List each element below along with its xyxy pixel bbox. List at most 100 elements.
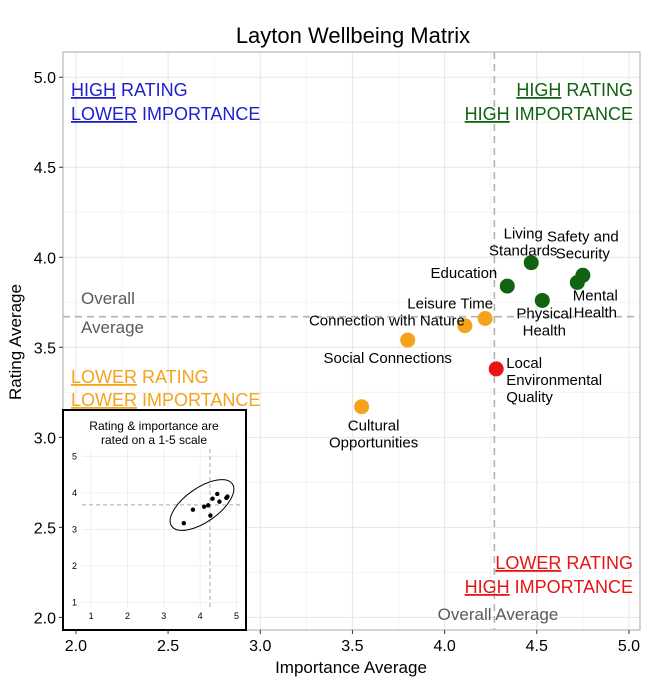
quadrant-bl-line2: LOWER IMPORTANCE — [71, 390, 260, 410]
data-point-label-line: Quality — [506, 389, 553, 406]
quadrant-label-bottom-left: LOWER RATING LOWER IMPORTANCE — [71, 367, 260, 410]
x-tick-label: 3.5 — [341, 638, 363, 655]
quadrant-label-top-left: HIGH RATING LOWER IMPORTANCE — [71, 80, 260, 124]
y-tick-label: 2.5 — [34, 520, 56, 537]
data-point-label: Leisure Time — [407, 295, 493, 312]
data-point-label: Connection with Nature — [309, 313, 465, 330]
data-point-label-line: Local — [506, 355, 542, 372]
quadrant-bl-line1: LOWER RATING — [71, 367, 209, 387]
data-point-label-line: Cultural — [348, 418, 400, 435]
quadrant-tl-line1: HIGH RATING — [71, 80, 188, 100]
inset-point — [205, 503, 211, 508]
plot-border — [62, 51, 641, 631]
inset-x-tick-label: 1 — [89, 611, 94, 621]
data-point-label-line: Mental — [573, 287, 618, 304]
inset-point — [190, 507, 196, 512]
x-tick-label: 2.0 — [65, 638, 87, 655]
inset-cluster-ellipse — [169, 479, 235, 531]
data-point-label-line: Safety and — [547, 228, 619, 245]
y-tick-label: 5.0 — [34, 70, 56, 87]
inset-title-line1: Rating & importance are — [89, 419, 219, 433]
data-point-label-line: Living — [504, 226, 543, 243]
inset-y-tick-label: 5 — [72, 451, 77, 461]
y-tick-label: 3.0 — [34, 430, 56, 447]
inset-title-line2: rated on a 1-5 scale — [101, 433, 207, 447]
data-point-label-line: Opportunities — [329, 435, 418, 452]
y-tick-label: 4.5 — [34, 160, 56, 177]
inset-reference-lines — [82, 449, 242, 608]
inset-point — [224, 495, 229, 501]
quadrant-tl-line2: LOWER IMPORTANCE — [71, 104, 260, 124]
quadrant-tr-line1-underlined: HIGH — [516, 80, 561, 100]
data-point-label: Education — [431, 265, 498, 282]
inset-point — [210, 496, 215, 501]
inset-point — [201, 504, 207, 509]
data-point — [457, 318, 473, 334]
inset-x-tick-label: 5 — [234, 611, 239, 621]
data-point — [477, 310, 493, 326]
inset-point — [215, 491, 220, 497]
reference-label-y-line2: Average — [81, 318, 144, 337]
y-tick-label: 4.0 — [34, 250, 56, 267]
x-tick-label: 5.0 — [618, 638, 640, 655]
quadrant-tr-line2: HIGH IMPORTANCE — [465, 104, 633, 124]
quadrant-tl-line2-underlined: LOWER — [71, 104, 137, 124]
quadrant-bl-line2-underlined: LOWER — [71, 390, 137, 410]
inset-x-tick-label: 3 — [161, 611, 166, 621]
quadrant-bl-line1-rest: RATING — [137, 367, 209, 387]
data-point-label-line: Standards — [489, 243, 557, 260]
y-tick-label: 2.0 — [34, 610, 56, 627]
x-axis-ticks: 2.0 2.5 3.0 3.5 4.0 4.5 5.0 — [65, 630, 640, 655]
data-point-label-line: Health — [574, 304, 617, 321]
data-point-label-line: Education — [431, 265, 498, 282]
inset-y-tick-label: 4 — [72, 488, 77, 498]
quadrant-tl-line1-underlined: HIGH — [71, 80, 116, 100]
quadrant-tr-line2-rest: IMPORTANCE — [510, 104, 633, 124]
quadrant-br-line1-rest: RATING — [561, 553, 633, 573]
quadrant-br-line1: LOWER RATING — [495, 553, 633, 573]
x-tick-label: 2.5 — [157, 638, 179, 655]
inset-y-tick-label: 2 — [72, 561, 77, 571]
inset-point — [217, 499, 222, 504]
data-point-label-line: Social Connections — [324, 350, 452, 367]
data-point-label-line: Security — [556, 245, 611, 262]
y-axis-label: Rating Average — [6, 284, 25, 400]
inset-frame — [62, 409, 247, 631]
quadrant-bl-line1-underlined: LOWER — [71, 367, 137, 387]
quadrant-tr-line1: HIGH RATING — [516, 80, 633, 100]
data-point — [534, 292, 550, 308]
x-axis-label: Importance Average — [275, 658, 427, 677]
quadrant-br-line2-underlined: HIGH — [465, 577, 510, 597]
inset-panel: Rating & importance are rated on a 1-5 s… — [62, 409, 247, 631]
x-tick-label: 3.0 — [249, 638, 271, 655]
data-point — [569, 274, 585, 290]
data-point — [499, 278, 515, 294]
y-axis-ticks: 2.0 2.5 3.0 3.5 4.0 4.5 5.0 — [34, 70, 63, 627]
x-tick-label: 4.5 — [526, 638, 548, 655]
data-point — [523, 255, 539, 271]
inset-ticks: 1 1 2 2 3 3 4 4 5 5 — [72, 451, 239, 621]
reference-label-x: Overall Average — [438, 605, 559, 624]
inset-y-tick-label: 3 — [72, 524, 77, 534]
inset-point — [208, 513, 213, 518]
data-point-label: Cultural Opportunities — [329, 418, 418, 452]
reference-label-y-line1: Overall — [81, 289, 135, 308]
quadrant-label-top-right: HIGH RATING HIGH IMPORTANCE — [465, 80, 633, 124]
data-point-label: Local Environmental Quality — [506, 355, 602, 406]
data-point-label: Safety and Security — [547, 228, 619, 262]
data-point-label-line: Connection with Nature — [309, 313, 465, 330]
inset-points — [181, 491, 230, 526]
data-point-label: Living Standards — [489, 226, 557, 260]
quadrant-tr-line2-underlined: HIGH — [465, 104, 510, 124]
data-point-label-line: Leisure Time — [407, 295, 493, 312]
inset-grid — [82, 449, 242, 608]
chart-title: Layton Wellbeing Matrix — [236, 23, 470, 48]
data-point-label: Mental Health — [573, 287, 618, 321]
x-tick-label: 4.0 — [433, 638, 455, 655]
inset-point — [181, 521, 187, 526]
quadrant-label-bottom-right: LOWER RATING HIGH IMPORTANCE — [465, 553, 633, 597]
quadrant-tr-line1-rest: RATING — [561, 80, 633, 100]
inset-x-tick-label: 2 — [125, 611, 130, 621]
quadrant-bl-line2-rest: IMPORTANCE — [137, 390, 260, 410]
